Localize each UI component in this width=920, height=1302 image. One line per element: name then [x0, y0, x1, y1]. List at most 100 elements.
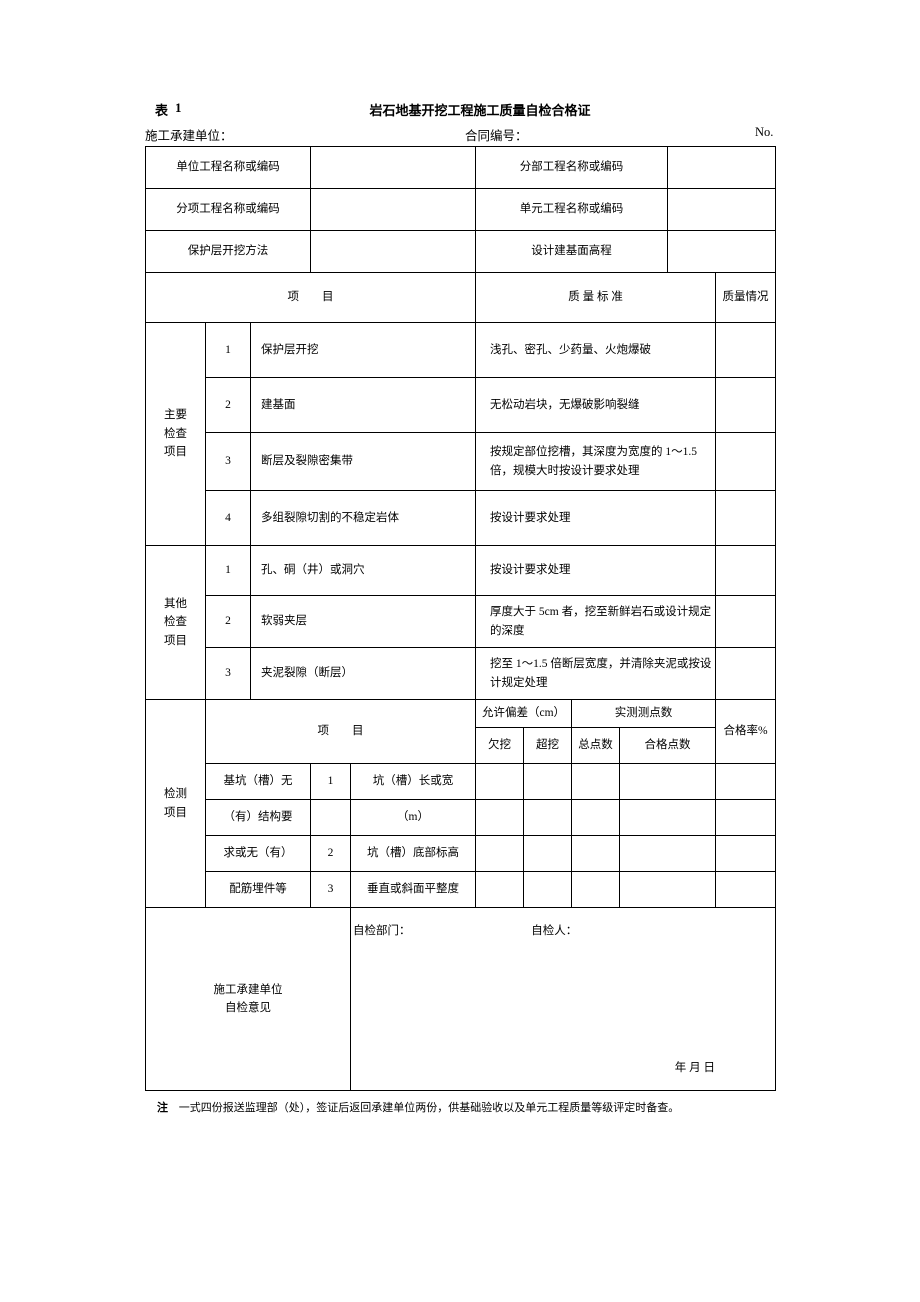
m-o-2 [524, 800, 572, 836]
main-idx-1: 1 [206, 323, 251, 378]
footnote: 注 一式四份报送监理部（处），签证后返回承建单位两份，供基础验收以及单元工程质量… [145, 1099, 775, 1115]
other-name-3: 夹泥裂隙（断层） [251, 648, 476, 700]
m-idx-2 [311, 800, 351, 836]
m-idx-1: 1 [311, 764, 351, 800]
m-item-2: 目 [352, 725, 364, 737]
m-r-3 [716, 836, 776, 872]
other-idx-2: 2 [206, 596, 251, 648]
main-check-label: 主要检查项目 [146, 323, 206, 546]
m-left-2: （有）结构要 [206, 800, 311, 836]
footnote-label: 注 [157, 1102, 168, 1114]
main-status-4 [716, 491, 776, 546]
header-row: 表 1 岩石地基开挖工程施工质量自检合格证 [145, 100, 775, 119]
meta-unit-value [311, 147, 476, 189]
sign-dept-label: 自检部门： [353, 925, 411, 937]
other-idx-3: 3 [206, 648, 251, 700]
footnote-text: 一式四份报送监理部（处），签证后返回承建单位两份，供基础验收以及单元工程质量等级… [179, 1102, 680, 1114]
m-p-1 [620, 764, 716, 800]
main-name-3: 断层及裂隙密集带 [251, 433, 476, 491]
table-label: 表 [145, 100, 175, 119]
m-r-2 [716, 800, 776, 836]
main-idx-2: 2 [206, 378, 251, 433]
measure-under: 欠挖 [476, 728, 524, 764]
measure-passrate: 合格率% [716, 700, 776, 764]
m-o-1 [524, 764, 572, 800]
m-u-2 [476, 800, 524, 836]
measure-label: 检测项目 [146, 700, 206, 908]
main-std-3: 按规定部位挖槽，其深度为宽度的 1～1.5 倍，规模大时按设计要求处理 [476, 433, 716, 491]
m-u-4 [476, 872, 524, 908]
m-left-1: 基坑（槽）无 [206, 764, 311, 800]
meta-part-value [668, 147, 776, 189]
m-t-3 [572, 836, 620, 872]
col-item-1: 项 [288, 291, 300, 303]
other-std-3: 挖至 1～1.5 倍断层宽度，并清除夹泥或按设计规定处理 [476, 648, 716, 700]
meta-protect-value [311, 231, 476, 273]
meta-design-value [668, 231, 776, 273]
sign-date: 年 月 日 [351, 1046, 776, 1091]
m-u-1 [476, 764, 524, 800]
m-idx-3: 2 [311, 836, 351, 872]
other-name-2: 软弱夹层 [251, 596, 476, 648]
other-status-2 [716, 596, 776, 648]
m-r-4 [716, 872, 776, 908]
other-idx-1: 1 [206, 546, 251, 596]
page-title: 岩石地基开挖工程施工质量自检合格证 [185, 100, 775, 119]
meta-design-elev: 设计建基面高程 [476, 231, 668, 273]
m-o-3 [524, 836, 572, 872]
other-status-3 [716, 648, 776, 700]
m-o-4 [524, 872, 572, 908]
col-status: 质量情况 [716, 273, 776, 323]
col-item-2: 目 [322, 291, 334, 303]
main-status-1 [716, 323, 776, 378]
m-p-4 [620, 872, 716, 908]
measure-over: 超挖 [524, 728, 572, 764]
other-std-1: 按设计要求处理 [476, 546, 716, 596]
meta-protect-method: 保护层开挖方法 [146, 231, 311, 273]
m-name-3: 坑（槽）底部标高 [351, 836, 476, 872]
measure-passpts: 合格点数 [620, 728, 716, 764]
main-name-4: 多组裂隙切割的不稳定岩体 [251, 491, 476, 546]
m-idx-4: 3 [311, 872, 351, 908]
main-name-2: 建基面 [251, 378, 476, 433]
main-name-1: 保护层开挖 [251, 323, 476, 378]
meta-unit-name: 单位工程名称或编码 [146, 147, 311, 189]
other-std-2: 厚度大于 5cm 者，挖至新鲜岩石或设计规定的深度 [476, 596, 716, 648]
other-name-1: 孔、硐（井）或洞穴 [251, 546, 476, 596]
info-row: 施工承建单位： 合同编号： No. [145, 125, 775, 144]
other-status-1 [716, 546, 776, 596]
main-table: 单位工程名称或编码 分部工程名称或编码 分项工程名称或编码 单元工程名称或编码 … [145, 146, 776, 1091]
measure-points: 实测测点数 [572, 700, 716, 728]
m-name-1: 坑（槽）长或宽 [351, 764, 476, 800]
sign-blank [351, 958, 776, 1046]
main-status-2 [716, 378, 776, 433]
col-item: 项 目 [146, 273, 476, 323]
m-t-4 [572, 872, 620, 908]
m-item-1: 项 [318, 725, 330, 737]
main-idx-3: 3 [206, 433, 251, 491]
measure-tolerance: 允许偏差（cm） [476, 700, 572, 728]
m-left-4: 配筋埋件等 [206, 872, 311, 908]
other-check-label: 其他检查项目 [146, 546, 206, 700]
m-name-2: （m） [351, 800, 476, 836]
main-std-4: 按设计要求处理 [476, 491, 716, 546]
main-std-1: 浅孔、密孔、少药量、火炮爆破 [476, 323, 716, 378]
measure-total: 总点数 [572, 728, 620, 764]
sign-dept-row: 自检部门： 自检人： [351, 908, 776, 958]
meta-part-name: 分部工程名称或编码 [476, 147, 668, 189]
no-label: No. [695, 125, 775, 144]
meta-cell-name: 单元工程名称或编码 [476, 189, 668, 231]
m-p-3 [620, 836, 716, 872]
contract-label: 合同编号： [465, 125, 695, 144]
meta-sub-value [311, 189, 476, 231]
measure-item-header: 项 目 [206, 700, 476, 764]
meta-sub-name: 分项工程名称或编码 [146, 189, 311, 231]
m-t-2 [572, 800, 620, 836]
sign-contractor-opinion: 施工承建单位自检意见 [146, 908, 351, 1091]
m-r-1 [716, 764, 776, 800]
meta-cell-value [668, 189, 776, 231]
main-std-2: 无松动岩块，无爆破影响裂缝 [476, 378, 716, 433]
main-idx-4: 4 [206, 491, 251, 546]
m-t-1 [572, 764, 620, 800]
m-name-4: 垂直或斜面平整度 [351, 872, 476, 908]
